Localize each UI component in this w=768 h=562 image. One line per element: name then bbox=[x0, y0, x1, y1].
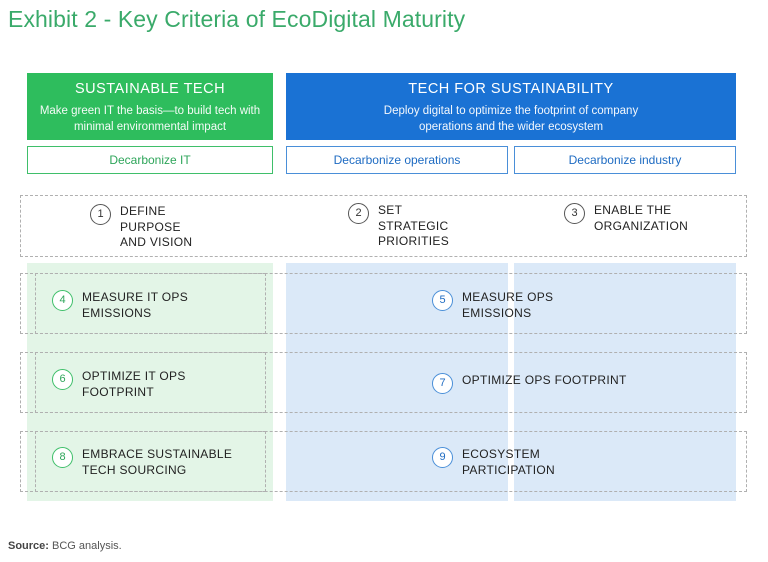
criterion-label: OPTIMIZE OPS FOOTPRINT bbox=[462, 373, 627, 387]
source-label: Source: bbox=[8, 540, 49, 552]
criterion-number: 8 bbox=[52, 447, 73, 468]
criterion-label: ENABLE THE ORGANIZATION bbox=[594, 203, 689, 233]
operations-column-bg bbox=[286, 263, 508, 501]
inner-outline-optimize bbox=[35, 352, 266, 413]
source-note: Source: BCG analysis. bbox=[8, 540, 122, 552]
row-outline-foundation bbox=[20, 195, 747, 257]
criterion-3: 3 ENABLE THE ORGANIZATION bbox=[564, 203, 688, 234]
inner-outline-sourcing bbox=[35, 431, 266, 492]
decarbonize-industry-label: Decarbonize industry bbox=[514, 146, 736, 174]
criterion-label: ECOSYSTEM PARTICIPATION bbox=[462, 447, 556, 477]
criterion-label: DEFINE PURPOSE AND VISION bbox=[120, 204, 193, 249]
criterion-label: SET STRATEGIC PRIORITIES bbox=[378, 203, 450, 248]
criterion-label: EMBRACE SUSTAINABLE TECH SOURCING bbox=[82, 447, 233, 477]
row-outline-optimize bbox=[20, 352, 747, 413]
decarbonize-it-label: Decarbonize IT bbox=[27, 146, 273, 174]
criterion-number: 9 bbox=[432, 447, 453, 468]
exhibit-title: Exhibit 2 - Key Criteria of EcoDigital M… bbox=[8, 6, 466, 32]
criterion-7: 7 OPTIMIZE OPS FOOTPRINT bbox=[432, 373, 627, 394]
inner-outline-measure bbox=[35, 273, 266, 334]
sustainable-tech-header: SUSTAINABLE TECH Make green IT the basis… bbox=[27, 73, 273, 140]
criterion-2: 2 SET STRATEGIC PRIORITIES bbox=[348, 203, 449, 250]
criterion-number: 6 bbox=[52, 369, 73, 390]
tech-for-sustainability-description: Deploy digital to optimize the footprint… bbox=[383, 105, 639, 133]
sustainable-tech-description: Make green IT the basis—to build tech wi… bbox=[39, 105, 261, 133]
industry-column-bg bbox=[514, 263, 736, 501]
criterion-number: 7 bbox=[432, 373, 453, 394]
criterion-label: MEASURE OPS EMISSIONS bbox=[462, 290, 554, 320]
criterion-6: 6 OPTIMIZE IT OPS FOOTPRINT bbox=[52, 369, 186, 400]
criterion-number: 3 bbox=[564, 203, 585, 224]
tech-for-sustainability-header: TECH FOR SUSTAINABILITY Deploy digital t… bbox=[286, 73, 736, 140]
criterion-4: 4 MEASURE IT OPS EMISSIONS bbox=[52, 290, 188, 321]
criterion-label: MEASURE IT OPS EMISSIONS bbox=[82, 290, 189, 320]
criterion-1: 1 DEFINE PURPOSE AND VISION bbox=[90, 204, 192, 251]
criterion-number: 5 bbox=[432, 290, 453, 311]
criterion-number: 1 bbox=[90, 204, 111, 225]
source-text: BCG analysis. bbox=[52, 540, 122, 552]
decarbonize-operations-label: Decarbonize operations bbox=[286, 146, 508, 174]
criterion-8: 8 EMBRACE SUSTAINABLE TECH SOURCING bbox=[52, 447, 232, 478]
criterion-number: 2 bbox=[348, 203, 369, 224]
criterion-number: 4 bbox=[52, 290, 73, 311]
tech-for-sustainability-title: TECH FOR SUSTAINABILITY bbox=[408, 81, 614, 97]
criterion-5: 5 MEASURE OPS EMISSIONS bbox=[432, 290, 553, 321]
criterion-9: 9 ECOSYSTEM PARTICIPATION bbox=[432, 447, 555, 478]
row-outline-measure bbox=[20, 273, 747, 334]
criterion-label: OPTIMIZE IT OPS FOOTPRINT bbox=[82, 369, 186, 399]
row-outline-sourcing bbox=[20, 431, 747, 492]
sustainable-tech-title: SUSTAINABLE TECH bbox=[74, 81, 226, 97]
